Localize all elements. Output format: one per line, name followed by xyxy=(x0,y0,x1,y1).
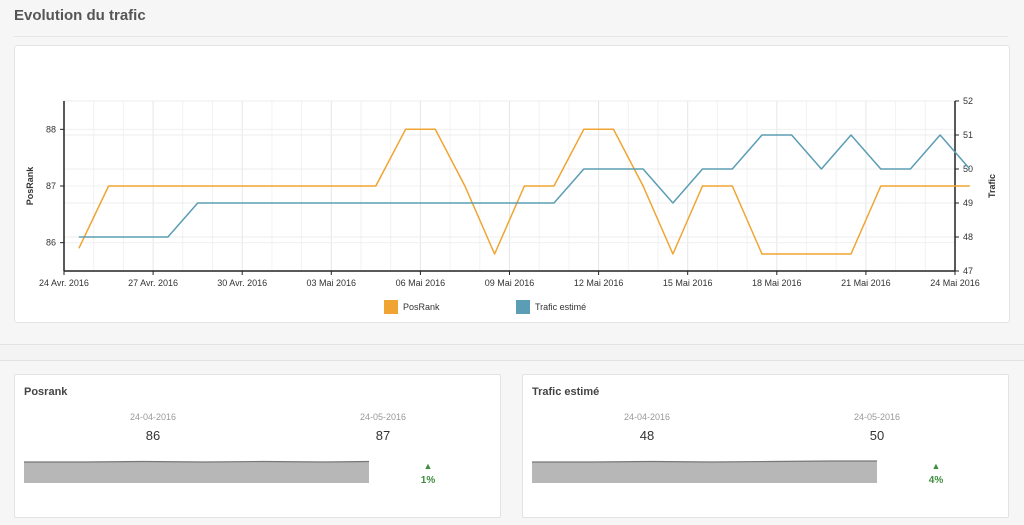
trend-percent: 4% xyxy=(928,475,944,486)
sparkline xyxy=(532,460,877,483)
y-tick-label-left: 87 xyxy=(46,181,56,191)
sparkline xyxy=(24,460,369,483)
legend-swatch-trafic xyxy=(516,300,530,314)
start-date: 24-04-2016 xyxy=(623,412,671,422)
chart-container: 86 87 88 47 48 49 50 51 52 24 Avr. 2016 27 Avr. 20… xyxy=(14,45,1010,323)
y-tick-label-left: 88 xyxy=(46,124,56,134)
x-tick-label: 06 Mai 2016 xyxy=(396,278,446,288)
end-date: 24-05-2016 xyxy=(359,412,407,422)
series-line-trafic xyxy=(78,134,971,238)
y-tick-label-right: 50 xyxy=(963,164,973,174)
posrank-card: Posrank 24-04-2016 24-05-2016 86 87 ▲ 1% xyxy=(14,374,501,518)
trend-up-icon: ▲ xyxy=(931,461,941,471)
traffic-panel: Evolution du trafic 86 87 88 47 48 49 50 51 52 24… xyxy=(0,7,1024,345)
y-tick-label-right: 49 xyxy=(963,198,973,208)
x-tick-label: 30 Avr. 2016 xyxy=(217,278,267,288)
start-value: 86 xyxy=(145,428,161,443)
trend-percent: 1% xyxy=(420,475,436,486)
end-value: 50 xyxy=(869,428,885,443)
y-tick-label-left: 86 xyxy=(46,238,56,248)
start-value: 48 xyxy=(639,428,655,443)
y-tick-label-right: 52 xyxy=(963,96,973,106)
series-line-posrank xyxy=(78,128,970,255)
legend-label-posrank: PosRank xyxy=(403,302,440,312)
x-tick-label: 24 Avr. 2016 xyxy=(39,278,89,288)
y-axis-title-right: Trafic xyxy=(987,174,997,198)
legend-swatch-posrank xyxy=(384,300,398,314)
y-tick-label-right: 48 xyxy=(963,232,973,242)
trafic-card: Trafic estimé 24-04-2016 24-05-2016 48 5… xyxy=(522,374,1009,518)
x-tick-label: 03 Mai 2016 xyxy=(307,278,357,288)
end-value: 87 xyxy=(375,428,391,443)
end-date: 24-05-2016 xyxy=(853,412,901,422)
trend-indicator: ▲ 1% xyxy=(408,461,448,486)
y-tick-label-right: 51 xyxy=(963,130,973,140)
x-tick-label: 24 Mai 2016 xyxy=(930,278,980,288)
section-title: Evolution du trafic xyxy=(14,7,146,24)
y-tick-label-right: 47 xyxy=(963,266,973,276)
card-title: Posrank xyxy=(24,386,68,398)
x-tick-label: 15 Mai 2016 xyxy=(663,278,713,288)
legend-label-trafic: Trafic estimé xyxy=(535,302,587,312)
x-tick-label: 09 Mai 2016 xyxy=(485,278,535,288)
x-tick-label: 21 Mai 2016 xyxy=(841,278,891,288)
legend-item-trafic[interactable]: Trafic estimé xyxy=(516,299,586,315)
traffic-chart: 86 87 88 47 48 49 50 51 52 24 Avr. 2016 27 Avr. 20… xyxy=(25,96,997,288)
y-axis-title-left: PosRank xyxy=(25,166,35,206)
card-title: Trafic estimé xyxy=(532,386,600,398)
x-tick-label: 27 Avr. 2016 xyxy=(128,278,178,288)
start-date: 24-04-2016 xyxy=(129,412,177,422)
trend-up-icon: ▲ xyxy=(423,461,433,471)
legend-item-posrank[interactable]: PosRank xyxy=(384,299,440,315)
trend-indicator: ▲ 4% xyxy=(916,461,956,486)
x-tick-label: 18 Mai 2016 xyxy=(752,278,802,288)
title-divider xyxy=(14,36,1008,37)
x-tick-label: 12 Mai 2016 xyxy=(574,278,624,288)
